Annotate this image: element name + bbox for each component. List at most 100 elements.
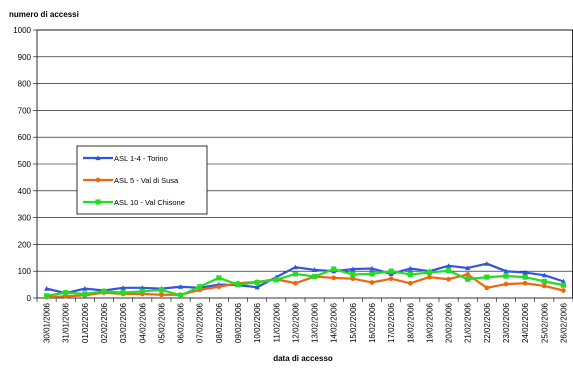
y-tick-label: 600 xyxy=(18,133,32,142)
series-3 xyxy=(43,266,567,299)
data-point-marker xyxy=(465,272,471,277)
data-point-marker xyxy=(369,271,375,277)
y-tick-label: 700 xyxy=(18,106,32,115)
x-tick-label: 17/02/2006 xyxy=(387,302,396,343)
data-point-marker xyxy=(82,286,88,291)
x-tick-label: 25/02/2006 xyxy=(540,302,549,343)
data-point-marker xyxy=(465,276,471,282)
x-tick-label: 06/02/2006 xyxy=(177,302,186,343)
data-point-marker xyxy=(120,285,126,290)
data-point-marker xyxy=(407,265,413,271)
x-tick-label: 23/02/2006 xyxy=(502,302,511,343)
data-point-marker xyxy=(43,286,50,291)
legend-item: ASL 10 - Val Chisone xyxy=(83,198,185,207)
data-point-marker xyxy=(369,265,375,271)
data-point-marker xyxy=(158,287,165,293)
series-2 xyxy=(44,272,566,300)
y-tick-label: 200 xyxy=(18,240,32,249)
y-tick-label: 100 xyxy=(18,267,32,276)
x-tick-label: 02/02/2006 xyxy=(100,302,109,343)
series-line xyxy=(46,273,564,299)
data-point-marker xyxy=(120,290,126,296)
data-point-marker xyxy=(293,280,298,286)
x-tick-label: 20/02/2006 xyxy=(445,302,454,343)
data-point-marker xyxy=(407,271,413,278)
y-tick-labels: 0 100 200 300 400 500 600 700 800 900 1000 xyxy=(13,26,37,303)
y-axis-title: numero di accessi xyxy=(9,10,79,19)
x-tick-label: 09/02/2006 xyxy=(234,302,243,343)
data-point-marker xyxy=(82,291,88,297)
y-tick-label: 0 xyxy=(27,294,32,303)
x-tick-label: 12/02/2006 xyxy=(291,302,300,343)
data-point-marker xyxy=(541,283,547,289)
legend-item: ASL 1-4 - Torino xyxy=(83,154,168,163)
legend: ASL 1-4 - Torino ASL 5 - Val di Susa ASL 1… xyxy=(76,145,208,215)
data-point-marker xyxy=(388,268,394,274)
data-point-marker xyxy=(350,266,356,272)
data-point-marker xyxy=(311,267,318,272)
x-tick-label: 14/02/2006 xyxy=(330,302,339,343)
x-tick-label: 30/01/2006 xyxy=(43,302,52,343)
x-tick-label: 08/02/2006 xyxy=(215,302,224,343)
data-point-marker xyxy=(503,281,509,287)
x-tick-label: 15/02/2006 xyxy=(349,302,358,343)
legend-label: ASL 5 - Val di Susa xyxy=(114,176,179,185)
data-point-marker xyxy=(522,269,528,275)
data-point-marker xyxy=(331,266,337,272)
data-point-marker xyxy=(484,261,490,266)
y-tick-label: 800 xyxy=(18,80,32,89)
x-tick-label: 31/01/2006 xyxy=(62,302,71,343)
x-tick-label: 16/02/2006 xyxy=(368,302,377,343)
x-tick-label: 10/02/2006 xyxy=(253,302,262,343)
y-tick-label: 400 xyxy=(18,187,32,196)
data-point-marker xyxy=(254,284,260,290)
data-point-marker xyxy=(503,268,509,274)
legend-item: ASL 5 - Val di Susa xyxy=(83,176,179,185)
y-tick-label: 900 xyxy=(18,53,32,62)
x-tick-label: 22/02/2006 xyxy=(483,302,492,343)
x-tick-label: 11/02/2006 xyxy=(272,302,281,342)
data-point-marker xyxy=(522,280,528,286)
data-point-marker xyxy=(369,280,375,285)
data-point-marker xyxy=(350,271,356,278)
data-point-marker xyxy=(331,275,337,281)
x-tick-label: 18/02/2006 xyxy=(406,302,415,343)
y-tick-label: 500 xyxy=(18,160,32,169)
x-tick-label: 26/02/2006 xyxy=(559,302,568,343)
data-point-marker xyxy=(560,278,567,284)
data-point-marker xyxy=(235,282,241,288)
data-point-marker xyxy=(465,265,471,271)
data-point-marker xyxy=(292,271,299,277)
data-point-marker xyxy=(388,276,394,282)
series-line xyxy=(46,267,564,297)
x-tick-label: 04/02/2006 xyxy=(138,302,147,343)
data-point-marker xyxy=(522,274,528,280)
data-point-marker xyxy=(197,284,203,290)
data-point-marker xyxy=(43,293,50,299)
data-point-marker xyxy=(503,273,509,279)
x-tick-label: 13/02/2006 xyxy=(311,302,320,343)
y-tick-label: 1000 xyxy=(13,26,31,35)
data-point-marker xyxy=(273,277,279,283)
data-point-marker xyxy=(254,279,260,286)
x-axis-title: data di accesso xyxy=(273,354,333,363)
x-tick-label: 19/02/2006 xyxy=(425,302,434,343)
data-point-marker xyxy=(139,288,145,294)
data-point-marker xyxy=(292,264,299,270)
data-point-marker xyxy=(445,268,452,274)
data-point-marker xyxy=(407,280,413,286)
data-point-marker xyxy=(216,275,222,281)
x-tick-label: 05/02/2006 xyxy=(157,302,166,343)
x-tick-label: 21/02/2006 xyxy=(464,302,473,343)
data-point-marker xyxy=(560,282,567,288)
data-point-marker xyxy=(484,285,490,291)
data-point-marker xyxy=(177,284,184,289)
x-tick-label: 24/02/2006 xyxy=(521,302,530,343)
data-point-marker xyxy=(63,290,69,296)
x-tick-label: 07/02/2006 xyxy=(196,302,205,343)
x-tick-label: 03/02/2006 xyxy=(119,302,128,343)
series-line xyxy=(46,262,564,295)
data-point-marker xyxy=(216,284,222,290)
data-point-marker xyxy=(541,278,547,284)
